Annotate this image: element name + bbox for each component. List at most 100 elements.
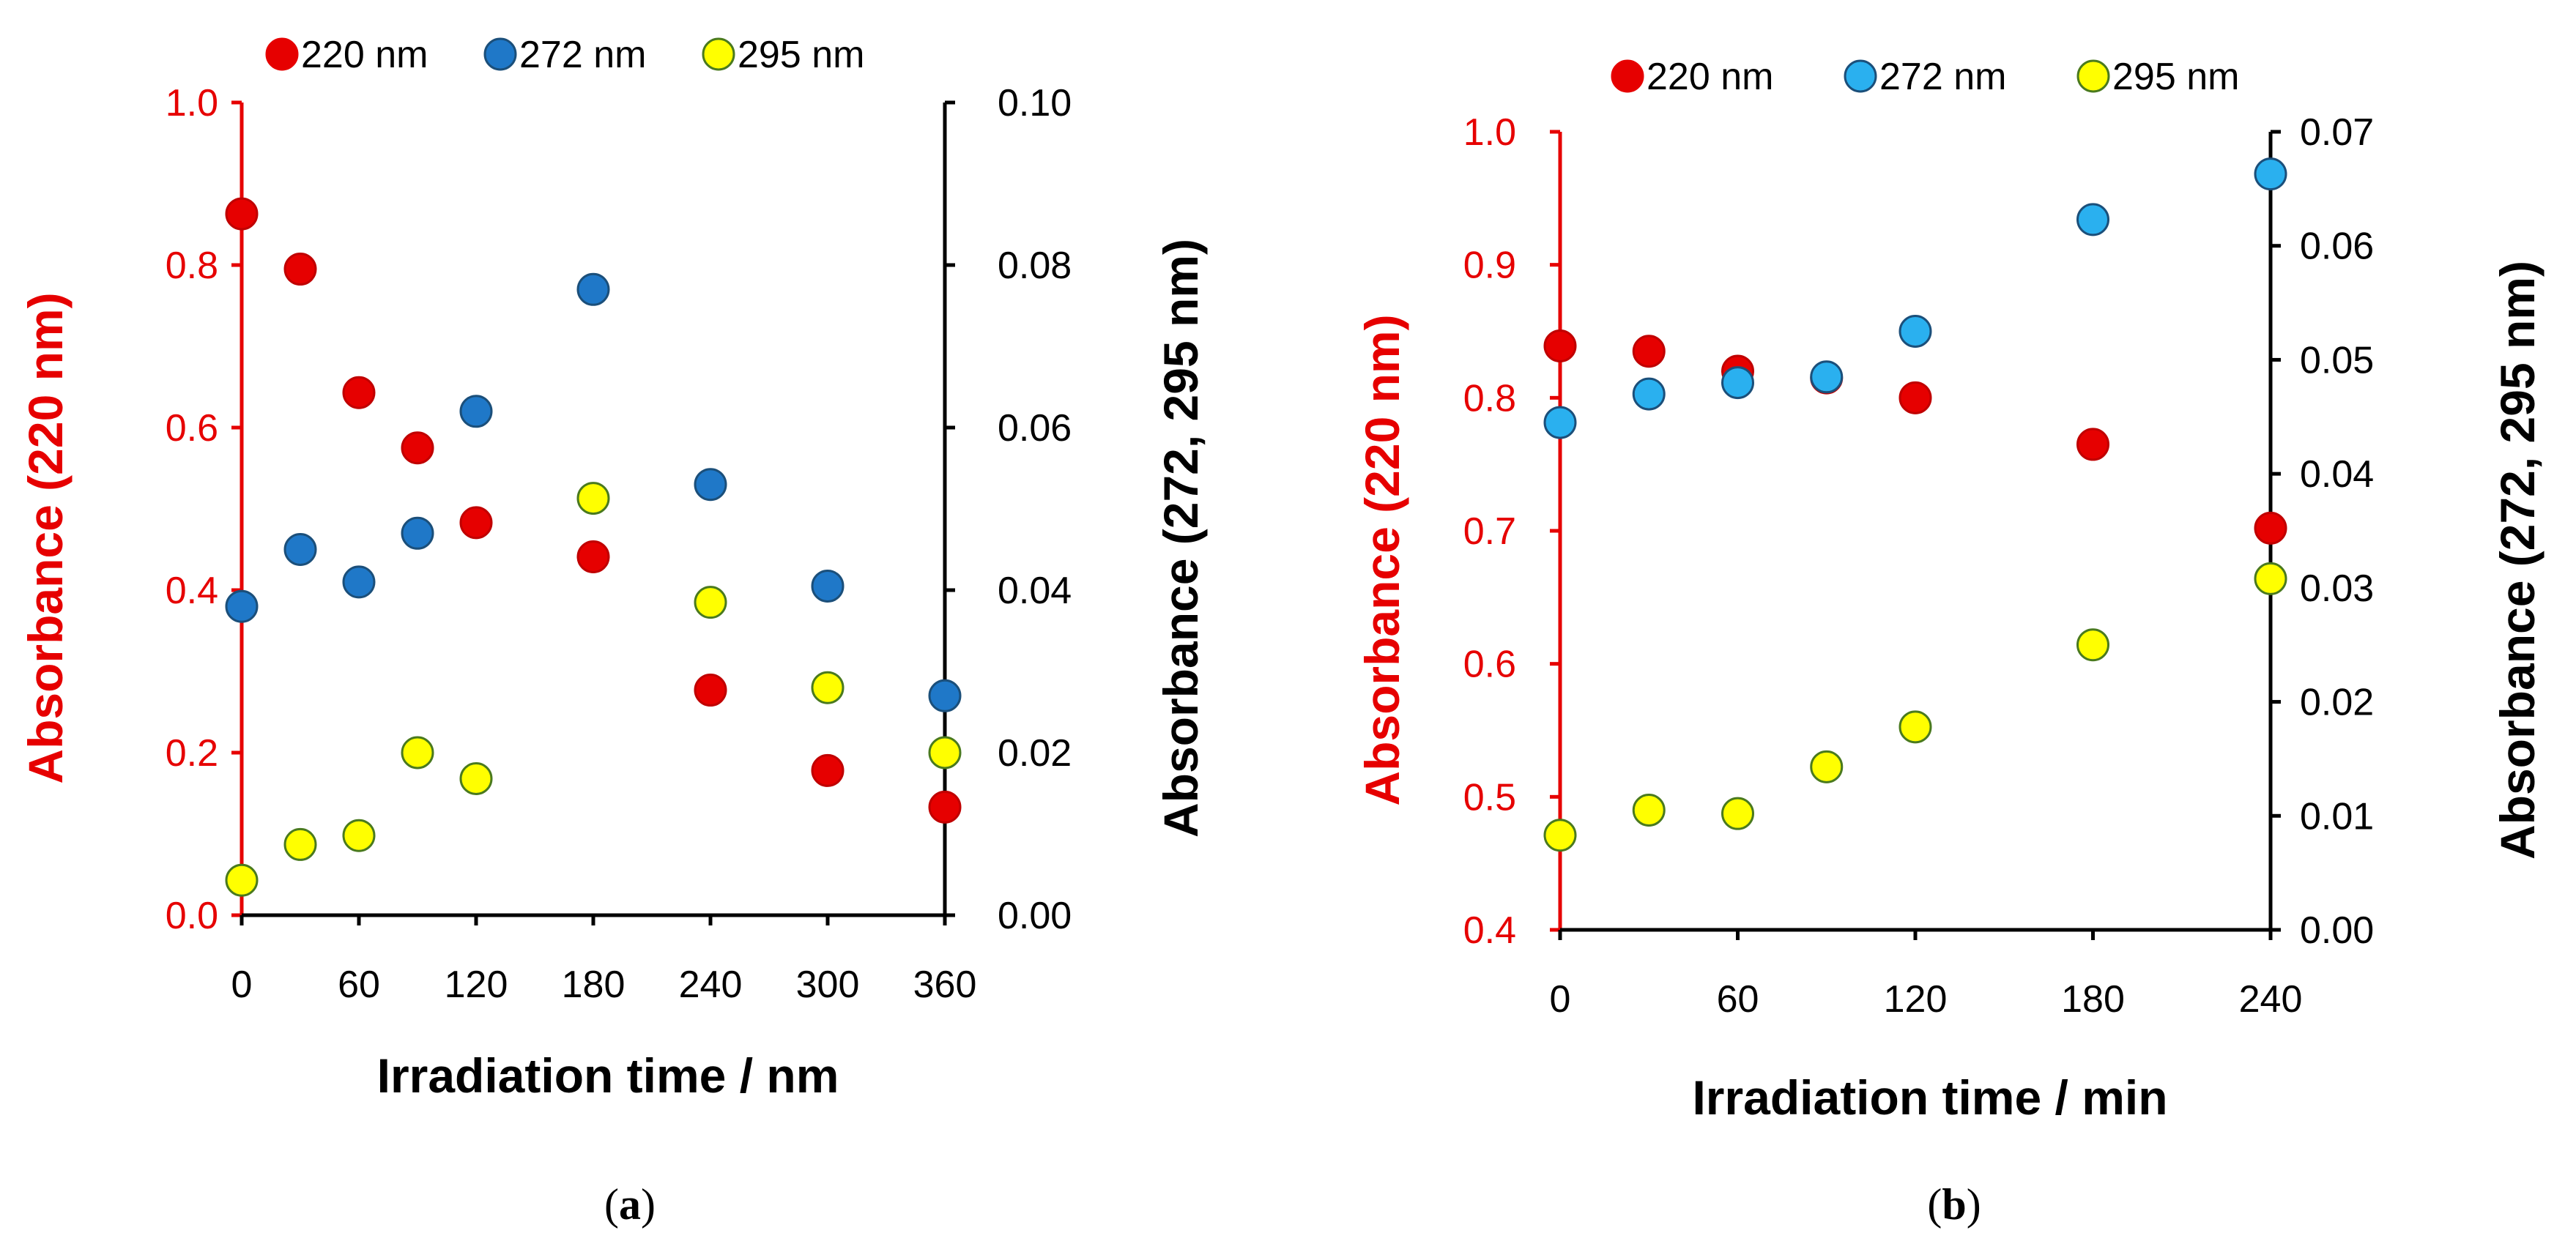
data-point-220-nm — [576, 540, 610, 573]
left-y-tick-label: 1.0 — [166, 82, 218, 124]
legend-marker-220-nm — [1611, 59, 1644, 93]
panel-caption: (a) — [604, 1180, 656, 1229]
chart-panel-a: 0.0 0.2 0.4 0.6 0.8 1.0 0.00 0.02 0.04 0.06 0.08 0.… — [18, 34, 1208, 1229]
data-point-272-nm — [1543, 406, 1577, 439]
right-y-tick-label: 0.04 — [998, 570, 1072, 612]
x-tick-label: 360 — [913, 964, 977, 1006]
data-point-295-nm — [1632, 794, 1666, 827]
right-y-tick-label: 0.03 — [2300, 567, 2374, 610]
data-point-295-nm — [1898, 710, 1932, 744]
data-point-295-nm — [1721, 797, 1754, 830]
left-y-tick-label: 0.5 — [1463, 776, 1516, 819]
data-point-220-nm — [1543, 329, 1577, 362]
data-point-220-nm — [1898, 381, 1932, 414]
data-point-272-nm — [1898, 315, 1932, 348]
right-y-tick-label: 0.02 — [2300, 682, 2374, 724]
legend-label: 220 nm — [301, 34, 428, 76]
data-point-295-nm — [401, 736, 434, 770]
data-point-272-nm — [576, 272, 610, 306]
right-y-tick-label: 0.05 — [2300, 339, 2374, 381]
left-y-tick-label: 0.9 — [1463, 245, 1516, 287]
x-tick-label: 180 — [562, 964, 626, 1006]
data-point-220-nm — [1632, 335, 1666, 368]
x-axis-label: Irradiation time / nm — [377, 1048, 839, 1103]
left-y-tick-label: 0.8 — [1463, 377, 1516, 420]
x-tick-label: 0 — [1550, 978, 1571, 1021]
data-point-272-nm — [283, 533, 317, 566]
data-point-220-nm — [811, 753, 845, 787]
right-y-tick-label: 0.00 — [998, 895, 1072, 937]
data-point-295-nm — [2254, 562, 2287, 595]
data-point-220-nm — [928, 790, 962, 824]
data-point-220-nm — [225, 197, 259, 231]
data-point-295-nm — [2076, 628, 2109, 662]
x-tick-label: 120 — [445, 964, 508, 1006]
right-y-tick-label: 0.04 — [2300, 453, 2374, 496]
chart-panel-b: 0.4 0.5 0.6 0.7 0.8 0.9 1.0 0.00 0.01 0.02 0.03 0.0… — [1355, 56, 2545, 1229]
data-point-272-nm — [459, 395, 493, 428]
right-y-tick-label: 0.08 — [998, 245, 1072, 287]
data-point-272-nm — [811, 569, 845, 603]
data-point-295-nm — [459, 762, 493, 796]
legend-marker-220-nm — [265, 37, 299, 71]
right-y-tick-label: 0.06 — [998, 407, 1072, 450]
data-point-295-nm — [1810, 750, 1844, 783]
x-tick-label: 240 — [679, 964, 743, 1006]
right-y-axis-label: Absorbance (272, 295 nm) — [2490, 261, 2545, 860]
right-y-axis-label: Absorbance (272, 295 nm) — [1154, 239, 1208, 838]
data-point-295-nm — [576, 482, 610, 515]
data-point-295-nm — [694, 586, 727, 619]
data-point-220-nm — [342, 376, 376, 409]
right-y-tick-label: 0.02 — [998, 732, 1072, 775]
data-point-295-nm — [283, 827, 317, 861]
left-y-tick-label: 0.6 — [1463, 644, 1516, 686]
data-point-272-nm — [401, 516, 434, 550]
data-point-272-nm — [2076, 203, 2109, 236]
left-y-axis-label: Absorbance (220 nm) — [18, 292, 73, 783]
data-point-295-nm — [1543, 819, 1577, 852]
right-y-tick-label: 0.00 — [2300, 909, 2374, 952]
data-point-220-nm — [401, 431, 434, 465]
data-point-272-nm — [1810, 360, 1844, 394]
x-axis-label: Irradiation time / min — [1692, 1070, 2167, 1125]
right-y-tick-label: 0.10 — [998, 82, 1072, 124]
left-y-tick-label: 0.6 — [166, 407, 218, 450]
data-point-272-nm — [1632, 377, 1666, 411]
data-point-272-nm — [225, 589, 259, 623]
data-point-220-nm — [459, 506, 493, 540]
data-point-272-nm — [694, 468, 727, 502]
left-y-tick-label: 0.0 — [166, 895, 218, 937]
data-point-220-nm — [283, 253, 317, 286]
x-tick-label: 300 — [796, 964, 860, 1006]
x-tick-label: 120 — [1884, 978, 1948, 1021]
data-point-272-nm — [2254, 157, 2287, 191]
legend-marker-295-nm — [702, 37, 735, 71]
legend-marker-272-nm — [483, 37, 517, 71]
data-point-295-nm — [225, 863, 259, 897]
data-point-295-nm — [342, 819, 376, 852]
legend-marker-272-nm — [1844, 59, 1877, 93]
data-point-272-nm — [1721, 366, 1754, 400]
x-tick-label: 60 — [338, 964, 380, 1006]
left-y-tick-label: 0.2 — [166, 732, 218, 775]
data-point-220-nm — [2076, 428, 2109, 461]
data-point-295-nm — [928, 736, 962, 770]
legend-label: 295 nm — [738, 34, 864, 76]
data-point-272-nm — [342, 565, 376, 599]
right-y-tick-label: 0.01 — [2300, 795, 2374, 838]
left-y-tick-label: 0.4 — [166, 570, 218, 612]
left-y-axis-label: Absorbance (220 nm) — [1355, 314, 1409, 805]
legend-label: 220 nm — [1647, 56, 1773, 98]
legend-label: 295 nm — [2112, 56, 2239, 98]
data-point-272-nm — [928, 679, 962, 712]
left-y-tick-label: 0.8 — [166, 245, 218, 287]
x-tick-label: 0 — [231, 964, 253, 1006]
data-point-220-nm — [2254, 511, 2287, 545]
legend-label: 272 nm — [519, 34, 646, 76]
legend-marker-295-nm — [2076, 59, 2110, 93]
x-tick-label: 60 — [1717, 978, 1759, 1021]
right-y-tick-label: 0.06 — [2300, 226, 2374, 268]
data-point-220-nm — [694, 674, 727, 707]
x-tick-label: 240 — [2239, 978, 2303, 1021]
